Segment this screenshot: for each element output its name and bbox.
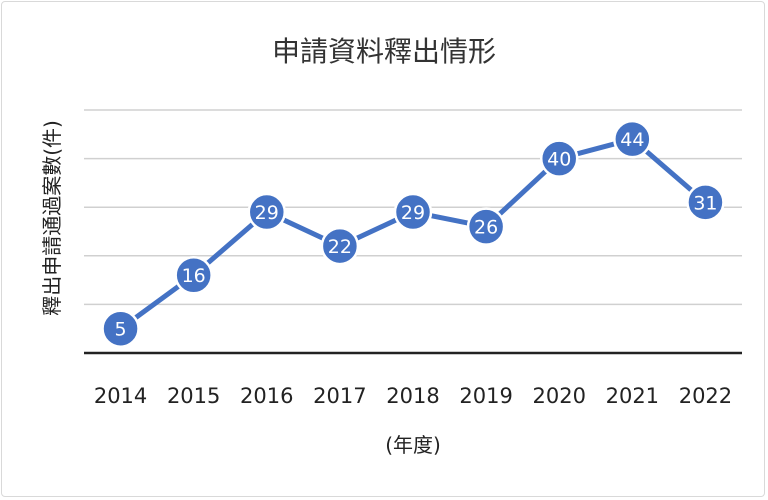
data-label: 40 <box>547 149 571 171</box>
gridlines <box>84 109 742 306</box>
data-label: 16 <box>182 265 206 287</box>
data-markers: 5 16 29 22 29 26 40 44 31 <box>101 119 725 348</box>
data-point <box>174 255 213 295</box>
data-point <box>686 183 725 222</box>
x-tick-label: 2014 <box>94 384 147 408</box>
data-point <box>247 192 287 232</box>
x-tick-label: 2020 <box>532 384 585 408</box>
x-tick-label: 2017 <box>313 384 366 408</box>
data-point <box>101 309 140 348</box>
data-point <box>320 226 360 266</box>
x-tick-label: 2018 <box>386 384 439 408</box>
x-tick-label: 2022 <box>679 384 732 408</box>
chart-title: 申請資料釋出情形 <box>272 35 496 68</box>
data-label: 26 <box>474 217 498 239</box>
y-axis-label: 釋出申請通過案數(件) <box>40 120 64 316</box>
data-label: 29 <box>401 202 425 224</box>
data-point <box>466 207 506 246</box>
data-label: 31 <box>693 192 717 214</box>
series-line <box>119 136 708 331</box>
data-point <box>393 192 433 232</box>
x-tick-label: 2019 <box>459 384 512 408</box>
x-tick-label: 2015 <box>167 384 220 408</box>
data-label: 5 <box>115 319 127 341</box>
data-point <box>613 119 652 159</box>
data-label: 44 <box>620 129 644 151</box>
x-tick-label: 2016 <box>240 384 293 408</box>
data-label: 29 <box>255 202 279 224</box>
x-axis-label: (年度) <box>385 433 441 457</box>
x-tick-label: 2021 <box>606 384 659 408</box>
x-tick-labels: 2014 2015 2016 2017 2018 2019 2020 2021 2022 <box>94 384 732 408</box>
data-label: 22 <box>328 236 352 258</box>
data-point <box>539 139 579 178</box>
